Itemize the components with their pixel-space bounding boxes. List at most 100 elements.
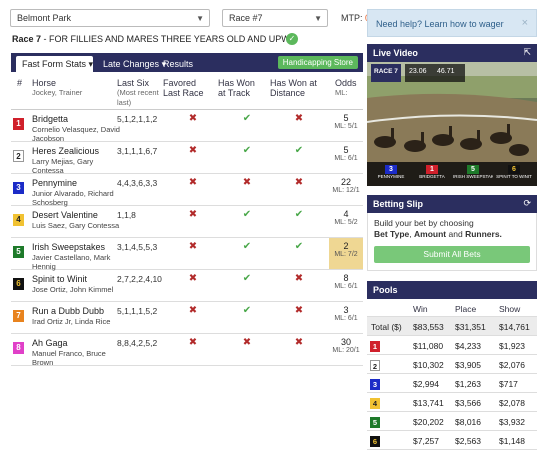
pool-place: $8,016 [455, 417, 481, 427]
help-link[interactable]: Need help? Learn how to wager [376, 19, 504, 29]
race-conditions: - FOR FILLIES AND MARES THREE YEARS OLD … [43, 34, 287, 44]
live-video-player[interactable]: RACE 7 23.06 46.71 3 PENNYMINE 1 BRIDGETTA 5… [367, 62, 537, 186]
caret-down-icon: ▾ [161, 59, 167, 69]
last-six: 8,8,4,2,5,2 [117, 338, 158, 348]
race-select[interactable]: Race #7 ▼ [222, 9, 328, 27]
caret-down-icon: ▾ [88, 59, 94, 69]
horse-name[interactable]: Bridgetta [32, 114, 69, 124]
col-last-six: Last Six (Most recent last) [117, 78, 165, 108]
cross-icon: ✖ [294, 177, 304, 188]
video-leader-name: BRIDGETTA [419, 174, 445, 179]
cross-icon: ✖ [294, 305, 304, 316]
pool-program-number: 1 [370, 341, 380, 352]
table-row[interactable]: 1 Bridgetta Cornelio Velasquez, David Jaco… [11, 110, 363, 143]
check-icon: ✔ [242, 209, 252, 220]
betting-slip-title: Betting Slip [373, 199, 423, 209]
pool-row: 3 $2,994 $1,263 $717 [367, 374, 537, 393]
jockey-trainer: Junior Alvarado, Richard Schosberg [32, 189, 114, 207]
pool-row: 2 $10,302 $3,905 $2,076 [367, 355, 537, 374]
col-last-six-label: Last Six [117, 78, 150, 88]
handicapping-store-button[interactable]: Handicapping Store [277, 56, 358, 69]
check-icon: ✔ [294, 209, 304, 220]
jockey-trainer: Cornelio Velasquez, David Jacobson [32, 125, 120, 143]
odds-cell: 8 ML: 6/1 [329, 270, 363, 301]
help-banner[interactable]: Need help? Learn how to wager × [367, 9, 537, 37]
odds-cell: 30 ML: 20/1 [329, 334, 363, 365]
slip-and: and [448, 229, 463, 239]
table-row[interactable]: 4 Desert Valentine Luis Saez, Gary Contess… [11, 206, 363, 238]
program-number: 6 [13, 278, 24, 290]
external-link-icon[interactable]: ⇱ [523, 47, 531, 57]
slip-amount: Amount [414, 229, 447, 239]
horse-name[interactable]: Run a Dubb Dubb [32, 306, 105, 316]
check-icon: ✔ [242, 241, 252, 252]
horse-name[interactable]: Irish Sweepstakes [32, 242, 106, 252]
pool-show: $2,078 [499, 398, 525, 408]
col-horse: Horse Jockey, Trainer [32, 78, 82, 98]
pools-table: Win Place Show Total ($) $83,553 $31,351… [367, 299, 537, 450]
slip-runners: Runners. [465, 229, 502, 239]
tab-late-changes[interactable]: Late Changes ▾ [97, 56, 172, 72]
pool-program-number: 4 [370, 398, 380, 409]
betting-slip-body: Build your bet by choosing Bet Type, Amo… [367, 213, 537, 271]
jockey-trainer: Jose Ortiz, John Kimmel [32, 285, 114, 294]
table-row[interactable]: 5 Irish Sweepstakes Javier Castellano, Mar… [11, 238, 363, 271]
check-circle-icon[interactable]: ✓ [286, 33, 298, 45]
video-leader: 3 PENNYMINE [371, 165, 411, 183]
pools-total-row: Total ($) $83,553 $31,351 $14,761 [367, 317, 537, 336]
video-leader-name: IRISH SWEEPSTAKES [453, 174, 493, 179]
cross-icon: ✖ [188, 305, 198, 316]
pool-win: $2,994 [413, 379, 439, 389]
betting-slip-header: Betting Slip ⟳ [367, 195, 537, 213]
close-icon[interactable]: × [521, 17, 528, 29]
horse-name[interactable]: Desert Valentine [32, 210, 98, 220]
last-six: 3,1,1,1,6,7 [117, 146, 158, 156]
pools-total-show: $14,761 [499, 322, 530, 332]
col-horse-label: Horse [32, 78, 57, 88]
horse-name[interactable]: Spinit to Winit [32, 274, 88, 284]
odds-value: 22 [340, 177, 351, 187]
jockey-trainer: Manuel Franco, Bruce Brown [32, 349, 106, 367]
cross-icon: ✖ [188, 177, 198, 188]
odds-value: 5 [343, 145, 349, 155]
pool-row: 1 $11,080 $4,233 $1,923 [367, 336, 537, 355]
video-leader: 6 SPINIT TO WINIT [494, 165, 534, 183]
col-odds-label: Odds [335, 78, 357, 88]
check-icon: ✔ [242, 145, 252, 156]
table-row[interactable]: 3 Pennymine Junior Alvarado, Richard Schos… [11, 174, 363, 207]
cross-icon: ✖ [294, 113, 304, 124]
track-select[interactable]: Belmont Park ▼ [10, 9, 210, 27]
tab-fast-form-stats[interactable]: Fast Form Stats ▾ [16, 56, 93, 72]
check-icon: ✔ [242, 305, 252, 316]
program-number: 8 [13, 342, 24, 354]
race-title: Race 7 [12, 34, 42, 44]
tab-fast-label: Fast Form Stats [22, 59, 87, 69]
race-video-frame [367, 62, 537, 186]
tab-results[interactable]: Results [157, 56, 199, 72]
table-row[interactable]: 8 Ah Gaga Manuel Franco, Bruce Brown 8,8,4,… [11, 334, 363, 367]
pools-title: Pools [373, 285, 398, 295]
odds-cell: 2 ML: 7/2 [329, 238, 363, 269]
table-row[interactable]: 6 Spinit to Winit Jose Ortiz, John Kimmel 2… [11, 270, 363, 302]
horse-name[interactable]: Ah Gaga [32, 338, 68, 348]
table-row[interactable]: 7 Run a Dubb Dubb Irad Ortiz Jr, Linda Ric… [11, 302, 363, 334]
submit-all-bets-button[interactable]: Submit All Bets [374, 246, 530, 263]
horse-name[interactable]: Pennymine [32, 178, 78, 188]
odds-cell: 3 ML: 6/1 [329, 302, 363, 333]
chevron-down-icon: ▼ [314, 14, 322, 23]
program-number: 4 [13, 214, 24, 226]
video-leader: 1 BRIDGETTA [412, 165, 452, 183]
last-six: 5,1,1,1,5,2 [117, 306, 158, 316]
table-row[interactable]: 2 Heres Zealicious Larry Mejias, Gary Cont… [11, 142, 363, 175]
horse-name[interactable]: Heres Zealicious [32, 146, 100, 156]
jockey-trainer: Luis Saez, Gary Contessa [32, 221, 120, 230]
jockey-trainer: Javier Castellano, Mark Hennig [32, 253, 111, 271]
pools-header-row: Win Place Show [367, 299, 537, 317]
cross-icon: ✖ [294, 273, 304, 284]
live-video-header: Live Video ⇱ [367, 44, 537, 62]
odds-value: 4 [343, 209, 349, 219]
tab-late-label: Late Changes [103, 59, 160, 69]
refresh-icon[interactable]: ⟳ [523, 198, 531, 208]
odds-value: 30 [340, 337, 351, 347]
